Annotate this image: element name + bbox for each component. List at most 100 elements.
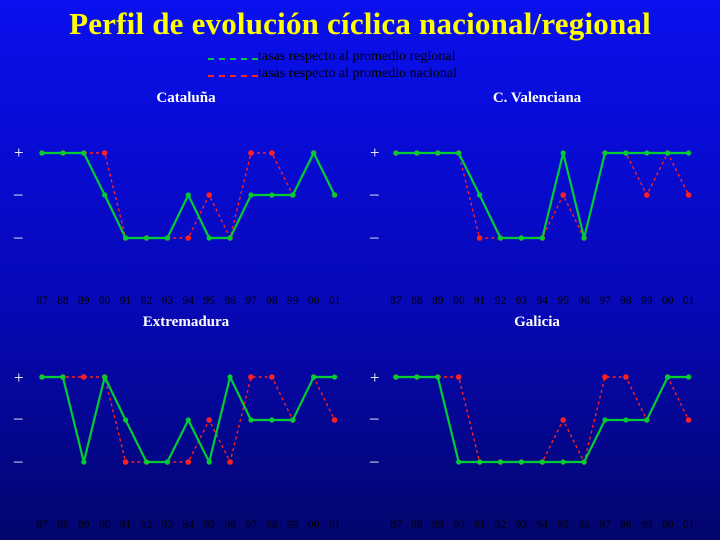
panel-cataluna-xtick-label: 98 [266,295,278,307]
panel-cataluna-national-point [185,235,192,241]
panel-c-valenciana-xtick-label: 96 [578,295,590,307]
panel-c-valenciana-ylabel: – [369,227,379,246]
panel-cataluna-ylabel: + [14,143,24,162]
panel-galicia-xtick-label: 95 [557,519,569,531]
panel-galicia-regional-point [393,374,399,380]
panel-cataluna: Cataluña + – – 87 88 89 90 91 92 93 94 95 96 97 98 99 00 0… [13,90,341,307]
panel-extremadura-national-point [248,374,254,380]
panel-extremadura-regional-point [81,459,87,465]
panel-cataluna-xtick-label: 00 [308,295,320,307]
panel-galicia-regional-point [497,459,504,465]
panel-c-valenciana-xtick-label: 98 [620,295,632,307]
panel-extremadura-xtick-label: 01 [329,519,341,531]
panel-c-valenciana-national-point [644,192,650,198]
legend-label-national: tasas respecto al promedio nacional [258,66,458,81]
panel-extremadura-regional-point [60,374,66,380]
panel-c-valenciana-regional-point [477,192,483,198]
panel-c-valenciana-xtick-label: 92 [495,295,507,307]
panel-galicia-regional-point [665,374,671,380]
panel-extremadura-regional-point [123,417,129,423]
panel-cataluna-xtick-label: 91 [120,295,132,307]
panel-galicia-xtick-label: 98 [620,519,632,531]
panel-c-valenciana-regional-point [518,235,525,241]
panel-extremadura-xtick-label: 94 [183,519,195,531]
panel-c-valenciana-regional-point [497,235,504,241]
panel-extremadura-regional-point [143,459,150,465]
panel-cataluna-xtick-label: 95 [203,295,215,307]
panel-extremadura-xtick-label: 93 [162,519,174,531]
panel-cataluna-regional-point [248,192,254,198]
panel-extremadura-xtick-label: 91 [120,519,132,531]
panel-galicia-national-point [455,374,462,380]
panel-extremadura-national-point [122,459,129,465]
panel-extremadura-regional-point [269,417,275,423]
page-title: Perfil de evolución cíclica nacional/reg… [69,6,651,41]
panel-cataluna-regional-point [206,235,212,241]
panel-extremadura-xtick-label: 96 [224,519,236,531]
panel-galicia-xtick-label: 93 [516,519,528,531]
panel-cataluna-national-point [206,192,212,198]
panel-cataluna-xtick-label: 92 [141,295,153,307]
panel-extremadura-ylabel: – [13,408,23,427]
panel-cataluna-xtick-label: 99 [287,295,299,307]
panel-extremadura-xtick-label: 92 [141,519,153,531]
panel-c-valenciana-xtick-label: 87 [390,295,402,307]
panel-cataluna-ylabel: – [13,227,23,246]
legend: tasas respecto al promedio regional tasa… [0,0,720,90]
panel-c-valenciana-regional-point [623,150,629,156]
panel-c-valenciana-regional-point [686,150,692,156]
panel-cataluna-xtick-label: 88 [57,295,69,307]
panel-galicia-xtick-label: 88 [411,519,423,531]
panel-c-valenciana-regional-point [665,150,671,156]
panel-c-valenciana-regional-point [456,150,462,156]
panel-extremadura-xtick-label: 99 [287,519,299,531]
panel-c-valenciana-regional-point [581,235,587,241]
panel-extremadura-regional-point [39,374,45,380]
panel-extremadura-regional-point [164,459,170,465]
panel-cataluna-title: Cataluña [156,90,216,106]
panel-cataluna-xtick-label: 97 [245,295,257,307]
panel-cataluna-regional-point [39,150,45,156]
panel-cataluna-regional-point [60,150,66,156]
panel-extremadura: Extremadura + – – 87 88 89 90 91 92 93 94 95 96 97 98 99… [13,314,341,531]
panel-galicia-regional-point [560,459,566,465]
panel-galicia-title: Galicia [514,314,560,330]
panel-cataluna-regional-point [311,150,317,156]
panel-extremadura-ylabel: + [14,368,24,387]
panel-extremadura-regional-point [290,417,296,423]
panel-cataluna-xtick-label: 87 [36,295,48,307]
panel-galicia-regional-point [623,417,629,423]
panel-galicia-regional-point [644,417,650,423]
panel-galicia-national-point [602,374,608,380]
panel-galicia-xtick-label: 01 [683,519,695,531]
panel-galicia-national-point [623,374,629,380]
panel-galicia-national-point [560,417,566,423]
panel-galicia-xtick-label: 89 [432,519,444,531]
panel-cataluna-regional-point [143,235,150,241]
panel-c-valenciana: C. Valenciana + – – 87 88 89 90 91 92 93 94 95 96 97 98… [369,90,695,307]
panel-extremadura-national-point [227,459,233,465]
panel-galicia-ylabel: + [370,368,380,387]
panel-extremadura-national-point [331,417,338,423]
panel-cataluna-regional-point [290,192,296,198]
panel-extremadura-ylabel: – [13,451,23,470]
panel-extremadura-national-point [206,417,212,423]
panel-cataluna-national-point [101,150,108,156]
panel-cataluna-regional-point [123,235,129,241]
panel-galicia-ylabel: – [369,451,379,470]
panel-c-valenciana-national-point [560,192,566,198]
panel-c-valenciana-xtick-label: 94 [537,295,549,307]
panel-extremadura-regional-point [248,417,254,423]
panel-extremadura-xtick-label: 98 [266,519,278,531]
legend-line-regional [208,58,258,60]
panel-c-valenciana-xtick-label: 00 [662,295,674,307]
panel-galicia-regional-point [456,459,462,465]
panel-c-valenciana-regional-point [435,150,441,156]
panel-galicia-national-point [685,417,692,423]
panel-extremadura-xtick-label: 87 [36,519,48,531]
panel-extremadura-xtick-label: 90 [99,519,111,531]
panel-extremadura-national-point [185,459,192,465]
panel-extremadura-xtick-label: 89 [78,519,90,531]
panel-cataluna-xtick-label: 96 [224,295,236,307]
